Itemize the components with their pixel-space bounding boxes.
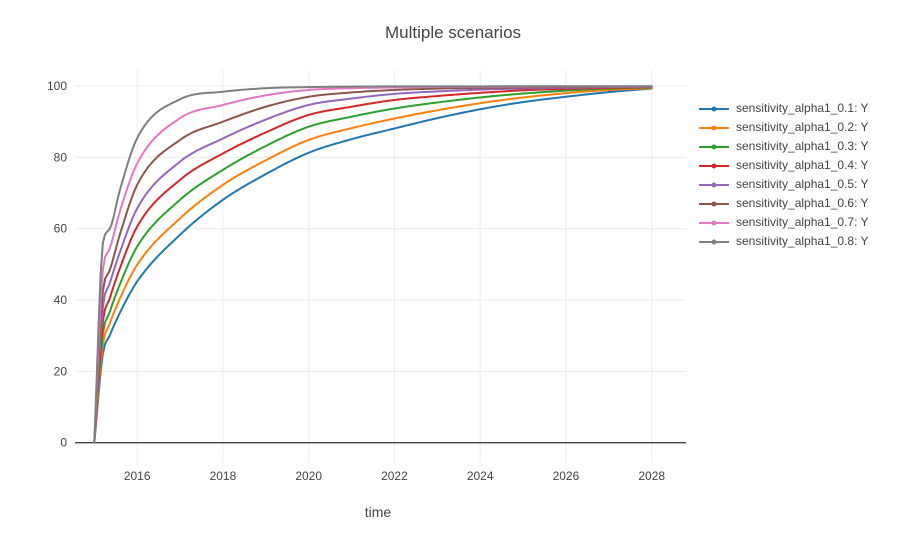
y-tick-label: 60	[54, 222, 68, 236]
legend-item[interactable]: sensitivity_alpha1_0.2: Y	[699, 118, 869, 137]
x-tick-label: 2022	[381, 469, 408, 483]
legend: sensitivity_alpha1_0.1: Y sensitivity_alp…	[699, 99, 869, 251]
curve-sensitivity_alpha1_0.1: Y[interactable]	[93, 87, 653, 444]
y-tick-label: 80	[54, 150, 68, 164]
legend-item[interactable]: sensitivity_alpha1_0.5: Y	[699, 175, 869, 194]
x-tick-label: 2016	[124, 469, 151, 483]
legend-item[interactable]: sensitivity_alpha1_0.8: Y	[699, 232, 869, 251]
x-tick-label: 2026	[553, 469, 580, 483]
legend-label: sensitivity_alpha1_0.6: Y	[736, 196, 869, 210]
legend-label: sensitivity_alpha1_0.8: Y	[736, 234, 869, 248]
legend-label: sensitivity_alpha1_0.2: Y	[736, 120, 869, 134]
gridlines	[75, 70, 686, 463]
curve-sensitivity_alpha1_0.5: Y[interactable]	[93, 85, 653, 444]
legend-label: sensitivity_alpha1_0.1: Y	[736, 101, 869, 115]
legend-line-marker-icon	[699, 201, 729, 206]
legend-label: sensitivity_alpha1_0.7: Y	[736, 215, 869, 229]
x-tick-label: 2028	[638, 469, 665, 483]
chart-title: Multiple scenarios	[385, 23, 521, 42]
y-tick-label: 40	[54, 293, 68, 307]
legend-line-marker-icon	[699, 106, 729, 111]
curve-sensitivity_alpha1_0.3: Y[interactable]	[93, 86, 653, 444]
legend-item[interactable]: sensitivity_alpha1_0.7: Y	[699, 213, 869, 232]
legend-line-marker-icon	[699, 220, 729, 225]
x-tick-label: 2020	[295, 469, 322, 483]
y-tick-label: 100	[47, 79, 67, 93]
legend-item[interactable]: sensitivity_alpha1_0.3: Y	[699, 137, 869, 156]
legend-item[interactable]: sensitivity_alpha1_0.4: Y	[699, 156, 869, 175]
tick-labels: 2016 2018 2020 2022 2024 2026 2028 0 20 40 60 80 100	[47, 79, 665, 483]
curve-sensitivity_alpha1_0.4: Y[interactable]	[93, 86, 653, 444]
curve-sensitivity_alpha1_0.7: Y[interactable]	[93, 85, 653, 444]
legend-line-marker-icon	[699, 163, 729, 168]
curve-sensitivity_alpha1_0.2: Y[interactable]	[93, 87, 653, 444]
legend-item[interactable]: sensitivity_alpha1_0.6: Y	[699, 194, 869, 213]
legend-label: sensitivity_alpha1_0.5: Y	[736, 177, 869, 191]
curves	[93, 85, 653, 444]
y-tick-label: 20	[54, 364, 68, 378]
curve-sensitivity_alpha1_0.6: Y[interactable]	[93, 85, 653, 444]
curve-sensitivity_alpha1_0.8: Y[interactable]	[93, 85, 653, 444]
legend-line-marker-icon	[699, 144, 729, 149]
x-tick-label: 2018	[210, 469, 237, 483]
y-tick-label: 0	[60, 436, 67, 450]
legend-line-marker-icon	[699, 182, 729, 187]
x-tick-label: 2024	[467, 469, 494, 483]
legend-line-marker-icon	[699, 125, 729, 130]
legend-line-marker-icon	[699, 239, 729, 244]
x-axis-title: time	[365, 504, 392, 520]
legend-item[interactable]: sensitivity_alpha1_0.1: Y	[699, 99, 869, 118]
legend-label: sensitivity_alpha1_0.4: Y	[736, 158, 869, 172]
legend-label: sensitivity_alpha1_0.3: Y	[736, 139, 869, 153]
